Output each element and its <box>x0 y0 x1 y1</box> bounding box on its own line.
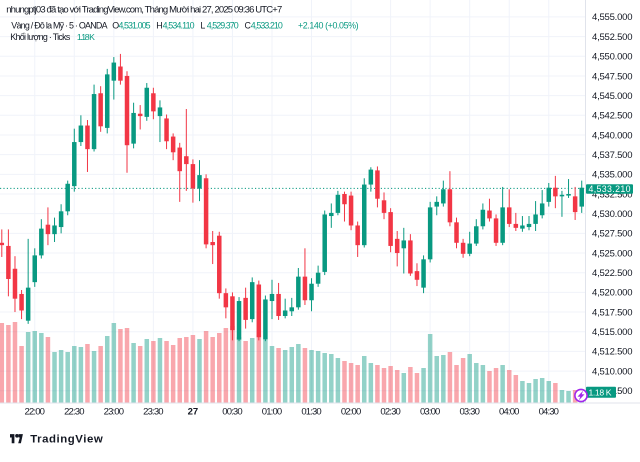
svg-text:4,515.000: 4,515.000 <box>592 327 633 338</box>
svg-text:4,527.500: 4,527.500 <box>592 229 633 240</box>
svg-text:4,530.000: 4,530.000 <box>592 209 633 220</box>
svg-text:04:00: 04:00 <box>499 406 519 417</box>
svg-text:4,520.000: 4,520.000 <box>592 288 633 299</box>
svg-text:C: C <box>245 21 252 31</box>
svg-text:+2.140 (+0.05%): +2.140 (+0.05%) <box>298 21 359 31</box>
svg-text:4,510.000: 4,510.000 <box>592 366 633 377</box>
svg-text:4,534.110: 4,534.110 <box>163 21 195 31</box>
svg-text:4,537.500: 4,537.500 <box>592 150 633 161</box>
svg-text:Khối lượng · Ticks: Khối lượng · Ticks <box>10 32 71 42</box>
svg-text:L: L <box>200 21 205 31</box>
svg-text:O: O <box>112 21 119 31</box>
svg-text:4,525.000: 4,525.000 <box>592 248 633 259</box>
svg-text:TradingView: TradingView <box>30 434 103 446</box>
svg-text:02:30: 02:30 <box>380 406 400 417</box>
svg-text:4,533.210: 4,533.210 <box>251 21 283 31</box>
svg-text:nhungptj03 đã tạo với TradingV: nhungptj03 đã tạo với TradingView.com, T… <box>6 5 282 16</box>
svg-text:H: H <box>156 21 162 31</box>
svg-text:01:30: 01:30 <box>301 406 321 417</box>
svg-text:4,550.000: 4,550.000 <box>592 52 633 63</box>
svg-text:02:00: 02:00 <box>341 406 361 417</box>
svg-text:27: 27 <box>188 406 199 417</box>
svg-text:4,542.500: 4,542.500 <box>592 111 633 122</box>
svg-text:04:30: 04:30 <box>539 406 559 417</box>
svg-text:03:30: 03:30 <box>459 406 479 417</box>
svg-text:1.18 K: 1.18 K <box>77 32 95 42</box>
svg-text:22:30: 22:30 <box>64 406 84 417</box>
svg-text:4,512.500: 4,512.500 <box>592 347 633 358</box>
svg-text:23:30: 23:30 <box>143 406 163 417</box>
svg-text:4,555.000: 4,555.000 <box>592 12 633 23</box>
svg-text:22:00: 22:00 <box>25 406 45 417</box>
svg-text:4,540.000: 4,540.000 <box>592 130 633 141</box>
svg-text:4,545.000: 4,545.000 <box>592 91 633 102</box>
svg-text:00:30: 00:30 <box>222 406 242 417</box>
svg-text:4,552.500: 4,552.500 <box>592 32 633 43</box>
svg-text:4,531.005: 4,531.005 <box>119 21 151 31</box>
svg-text:4,529.370: 4,529.370 <box>207 21 239 31</box>
svg-text:4,547.500: 4,547.500 <box>592 71 633 82</box>
svg-text:1.18 K: 1.18 K <box>589 387 612 397</box>
svg-text:4,517.500: 4,517.500 <box>592 307 633 318</box>
svg-text:4,535.000: 4,535.000 <box>592 170 633 181</box>
svg-text:Vàng / Đô la Mỹ · 5 · OANDA: Vàng / Đô la Mỹ · 5 · OANDA <box>11 21 107 31</box>
svg-text:4,532.500: 4,532.500 <box>592 189 633 200</box>
svg-text:4,533.210: 4,533.210 <box>589 184 631 194</box>
svg-text:03:00: 03:00 <box>420 406 440 417</box>
svg-text:4,522.500: 4,522.500 <box>592 268 633 279</box>
svg-text:01:00: 01:00 <box>262 406 282 417</box>
svg-text:23:00: 23:00 <box>104 406 124 417</box>
